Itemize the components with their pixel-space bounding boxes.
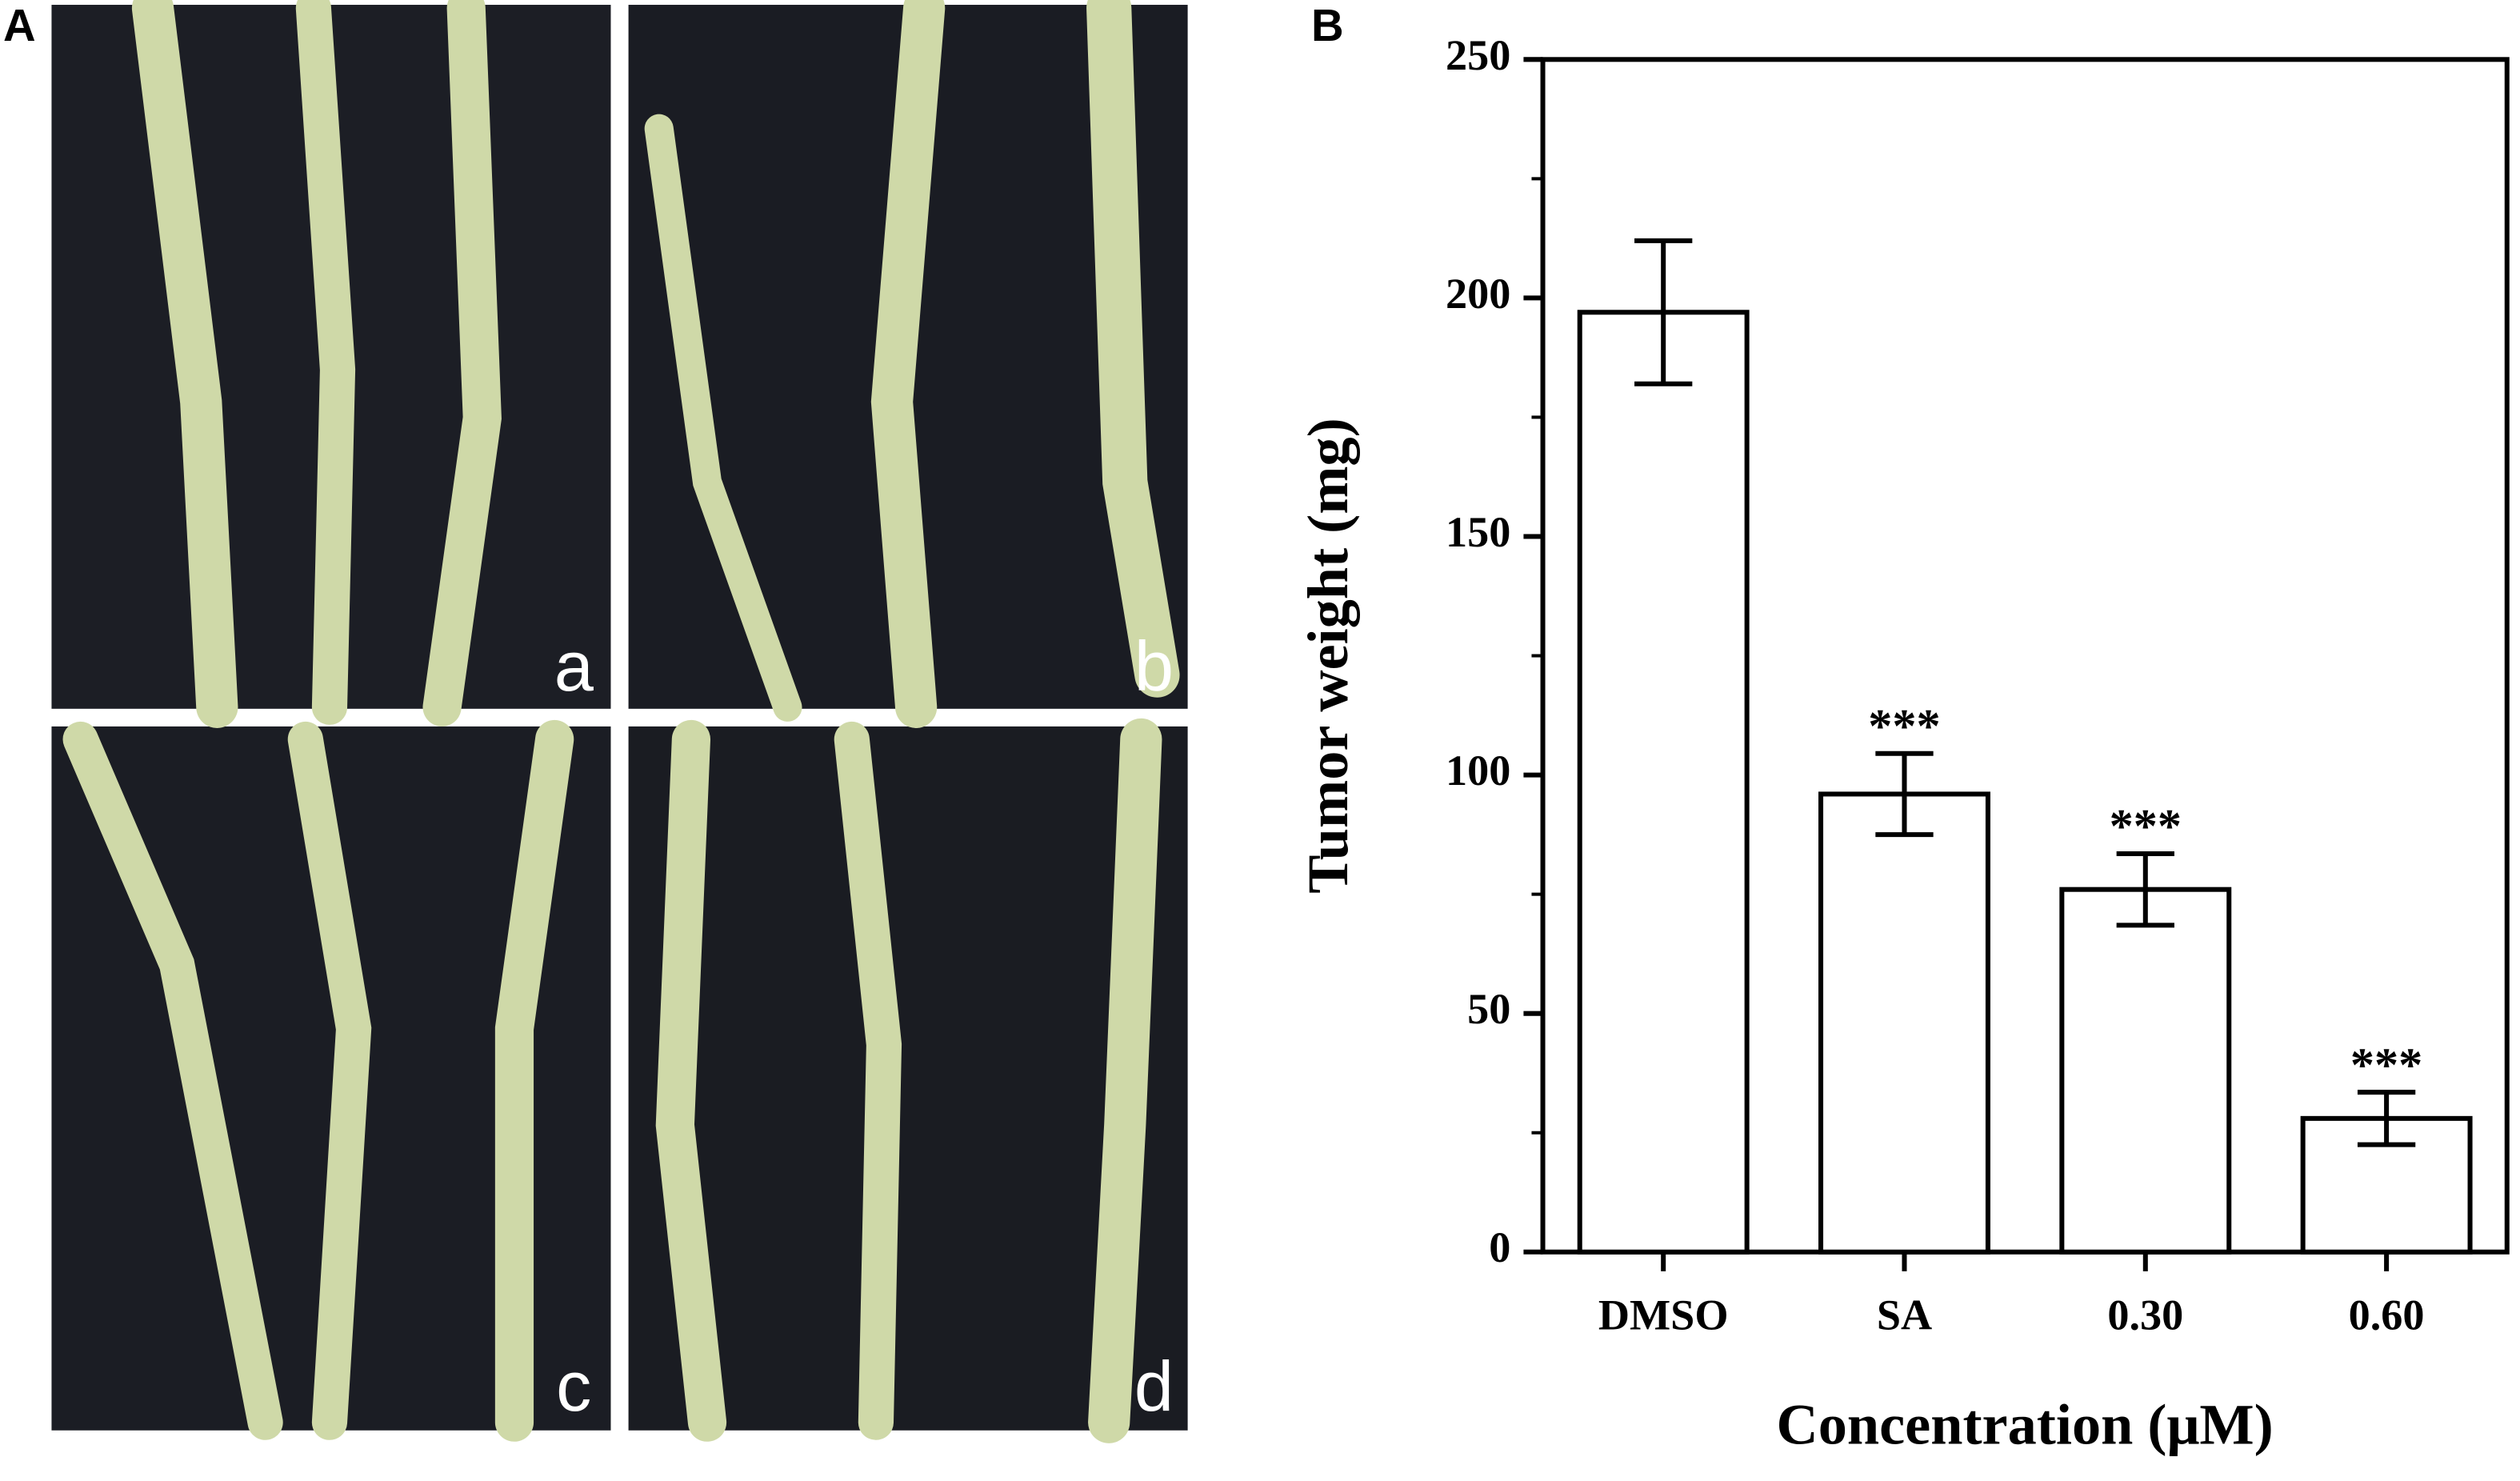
photo-label: a: [554, 626, 594, 706]
x-tick-label: SA: [1877, 1291, 1932, 1339]
panel-label: A: [3, 0, 36, 50]
x-axis-title: Concentration (μM): [1777, 1392, 2274, 1456]
panel-label: B: [1311, 0, 1344, 50]
error-bar: [1875, 751, 1934, 838]
photo-label: c: [556, 1347, 591, 1426]
y-tick-label: 50: [1467, 985, 1510, 1033]
stems: [62, 0, 1180, 1443]
error-bar: [2357, 1090, 2416, 1147]
y-tick-label: 0: [1489, 1223, 1510, 1271]
error-bar: [1634, 238, 1693, 386]
photo-label: d: [1134, 1347, 1174, 1426]
photo-panels: [51, 0, 1188, 1443]
error-bar: [2116, 851, 2174, 928]
x-tick-label: 0.60: [2349, 1291, 2425, 1339]
significance-label: ***: [1868, 699, 1940, 753]
y-tick-label: 250: [1446, 31, 1510, 79]
x-tick-label: 0.30: [2107, 1291, 2183, 1339]
y-tick-label: 150: [1446, 508, 1510, 556]
x-tick-label: DMSO: [1598, 1291, 1729, 1339]
y-tick-label: 100: [1446, 747, 1510, 795]
significance-label: ***: [2350, 1039, 2422, 1092]
y-tick-label: 200: [1446, 270, 1510, 318]
y-axis-title: Tumor weight (mg): [1296, 418, 1360, 893]
significance-label: ***: [2110, 800, 2182, 854]
bar: [2059, 887, 2232, 1255]
bar: [1577, 310, 1750, 1255]
bar: [1818, 791, 1990, 1255]
photo-label: b: [1134, 626, 1174, 706]
